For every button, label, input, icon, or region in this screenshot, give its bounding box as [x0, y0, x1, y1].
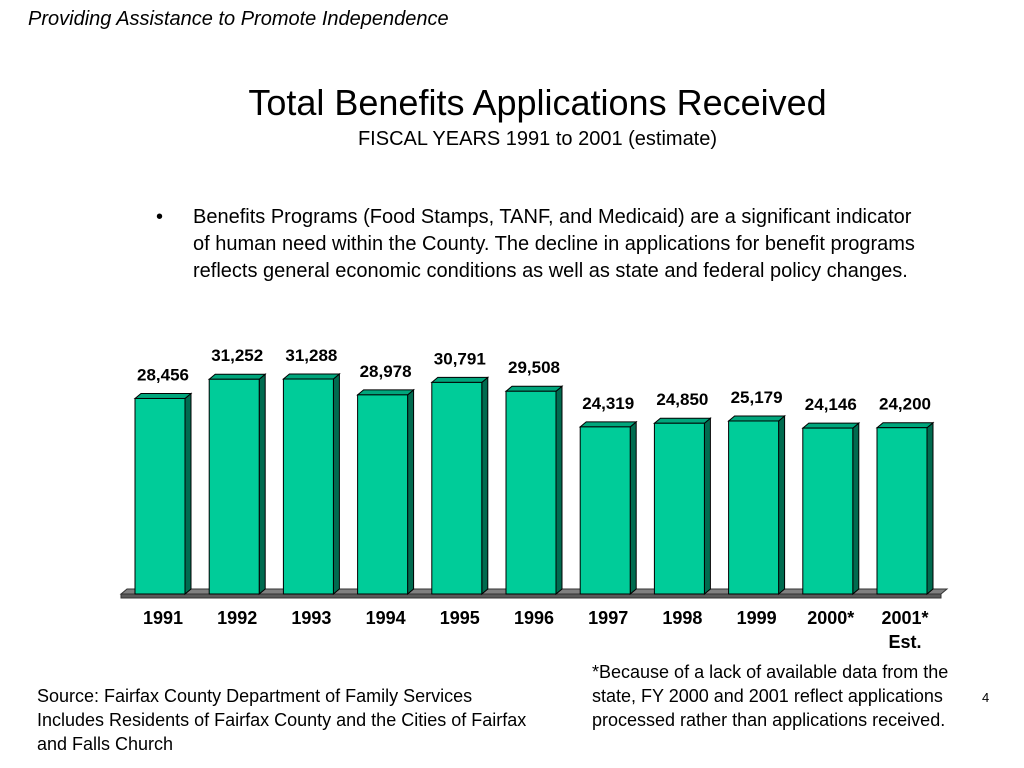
bar-top-1994 [356, 389, 415, 396]
data-label: 29,508 [508, 358, 560, 377]
bar-side-1993 [332, 372, 340, 596]
bullet-dot-icon: • [156, 206, 164, 228]
bar-side-1999 [778, 414, 786, 596]
bar-top-1993 [282, 373, 341, 380]
bar-2000 [802, 427, 854, 595]
bar-top-1992 [207, 373, 267, 380]
bar-side-1995 [481, 376, 489, 596]
source-line-1: Source: Fairfax County Department of Fam… [37, 686, 473, 706]
data-label: 31,288 [285, 346, 337, 365]
bar-side-1998 [703, 417, 711, 596]
x-tick-label: 2001* [881, 608, 928, 628]
bar-side-1994 [407, 388, 415, 596]
bar-1998 [653, 422, 705, 595]
x-tick-label: 1997 [588, 608, 628, 628]
data-label: 30,791 [434, 349, 486, 368]
bar-1992 [208, 378, 260, 595]
bar-top-2000 [801, 422, 861, 429]
source-note: Source: Fairfax County Department of Fam… [37, 684, 557, 756]
data-label: 31,252 [211, 346, 263, 365]
source-line-2: Includes Residents of Fairfax County and… [37, 710, 527, 754]
x-tick-label: 1996 [514, 608, 554, 628]
x-tick-label: 1991 [143, 608, 183, 628]
page-number: 4 [982, 690, 990, 705]
bar-top-1996 [504, 385, 564, 392]
slide-subtitle: FISCAL YEARS 1991 to 2001 (estimate) [357, 128, 718, 150]
x-tick-label: Est. [888, 632, 921, 652]
x-tick-label: 1992 [217, 608, 257, 628]
data-label: 24,850 [656, 390, 708, 409]
bar-2001Est [876, 427, 928, 595]
bar-top-1995 [430, 376, 490, 383]
bar-1991 [134, 397, 186, 595]
data-label: 24,146 [805, 395, 857, 414]
chart-floor-front [120, 593, 942, 599]
bar-top-1999 [727, 415, 786, 422]
bar-side-1992 [258, 373, 266, 596]
x-tick-label: 1998 [662, 608, 702, 628]
slide-header: Providing Assistance to Promote Independ… [28, 8, 449, 30]
bar-top-1991 [133, 392, 193, 399]
bar-top-1998 [653, 417, 712, 424]
bar-1994 [357, 394, 409, 595]
bullet-text: Benefits Programs (Food Stamps, TANF, an… [193, 206, 915, 282]
x-tick-label: 1994 [366, 608, 406, 628]
bar-1996 [505, 390, 557, 595]
bar-top-2001Est [875, 422, 935, 429]
bullet-item: • Benefits Programs (Food Stamps, TANF, … [156, 204, 916, 285]
bar-1999 [728, 420, 780, 595]
bar-side-1991 [184, 392, 192, 596]
bar-side-1996 [555, 385, 563, 596]
x-tick-label: 1999 [737, 608, 777, 628]
bar-top-1997 [578, 421, 638, 428]
x-tick-label: 2000* [807, 608, 854, 628]
data-label: 28,456 [137, 365, 189, 384]
x-tick-label: 1993 [291, 608, 331, 628]
slide-title: Total Benefits Applications Received [248, 82, 827, 123]
bar-1995 [431, 381, 483, 595]
bar-side-2000 [852, 422, 860, 596]
data-label: 24,200 [879, 395, 931, 414]
data-label: 24,319 [582, 394, 634, 413]
x-tick-label: 1995 [440, 608, 480, 628]
bar-side-1997 [629, 420, 637, 596]
footnote: *Because of a lack of available data fro… [592, 662, 949, 730]
bar-side-2001Est [926, 421, 934, 596]
bar-1993 [282, 378, 334, 595]
bar-1997 [579, 426, 631, 595]
data-label: 28,978 [360, 362, 412, 381]
data-label: 25,179 [731, 388, 783, 407]
